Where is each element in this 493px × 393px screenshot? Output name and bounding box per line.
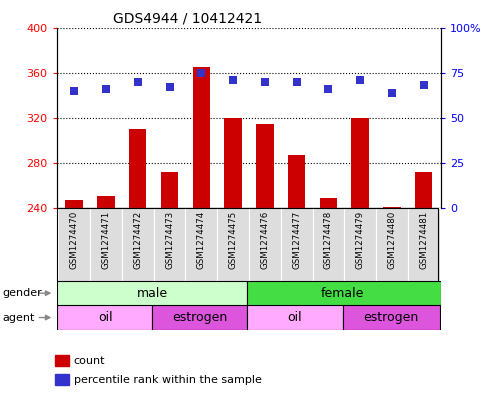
Bar	[55, 374, 69, 385]
Text: GSM1274478: GSM1274478	[324, 211, 333, 269]
Bar	[247, 281, 441, 305]
Bar	[281, 208, 313, 281]
Bar	[185, 208, 217, 281]
Text: GSM1274471: GSM1274471	[102, 211, 110, 269]
Text: estrogen: estrogen	[172, 311, 227, 324]
Point	[388, 90, 396, 96]
Point	[229, 77, 237, 83]
Bar	[217, 208, 249, 281]
Bar	[57, 305, 152, 330]
Point	[356, 77, 364, 83]
Bar	[55, 355, 69, 366]
Bar	[319, 198, 337, 208]
Text: agent: agent	[2, 312, 35, 323]
Bar	[288, 155, 305, 208]
Bar	[256, 123, 274, 208]
Bar	[152, 305, 247, 330]
Text: gender: gender	[2, 288, 42, 298]
Bar	[415, 172, 432, 208]
Text: GSM1274475: GSM1274475	[229, 211, 238, 269]
Point	[70, 88, 78, 94]
Bar	[376, 208, 408, 281]
Bar	[97, 196, 115, 208]
Bar	[249, 208, 281, 281]
Point	[166, 84, 174, 90]
Bar	[122, 208, 154, 281]
Text: GSM1274481: GSM1274481	[419, 211, 428, 269]
Text: GSM1274476: GSM1274476	[260, 211, 269, 269]
Text: GSM1274479: GSM1274479	[355, 211, 365, 268]
Text: oil: oil	[288, 311, 302, 324]
Text: estrogen: estrogen	[363, 311, 419, 324]
Bar	[193, 67, 210, 208]
Bar	[129, 129, 146, 208]
Point	[134, 79, 141, 85]
Bar	[154, 208, 185, 281]
Text: GSM1274480: GSM1274480	[387, 211, 396, 269]
Text: count: count	[73, 356, 105, 366]
Bar	[247, 305, 343, 330]
Point	[293, 79, 301, 85]
Text: GSM1274473: GSM1274473	[165, 211, 174, 269]
Bar	[343, 305, 440, 330]
Text: GSM1274472: GSM1274472	[133, 211, 142, 269]
Text: oil: oil	[99, 311, 113, 324]
Bar	[313, 208, 344, 281]
Point	[197, 70, 205, 76]
Text: percentile rank within the sample: percentile rank within the sample	[73, 375, 261, 385]
Bar	[352, 118, 369, 208]
Text: male: male	[137, 286, 168, 300]
Bar	[66, 200, 83, 208]
Point	[102, 86, 110, 92]
Text: female: female	[321, 286, 364, 300]
Bar	[224, 118, 242, 208]
Bar	[383, 207, 401, 208]
Text: GSM1274470: GSM1274470	[70, 211, 79, 269]
Text: GSM1274477: GSM1274477	[292, 211, 301, 269]
Point	[261, 79, 269, 85]
Point	[324, 86, 332, 92]
Text: GDS4944 / 10412421: GDS4944 / 10412421	[113, 12, 262, 26]
Bar	[408, 208, 440, 281]
Bar	[58, 208, 90, 281]
Bar	[57, 281, 247, 305]
Bar	[344, 208, 376, 281]
Bar	[90, 208, 122, 281]
Bar	[161, 172, 178, 208]
Point	[420, 82, 428, 88]
Text: GSM1274474: GSM1274474	[197, 211, 206, 269]
